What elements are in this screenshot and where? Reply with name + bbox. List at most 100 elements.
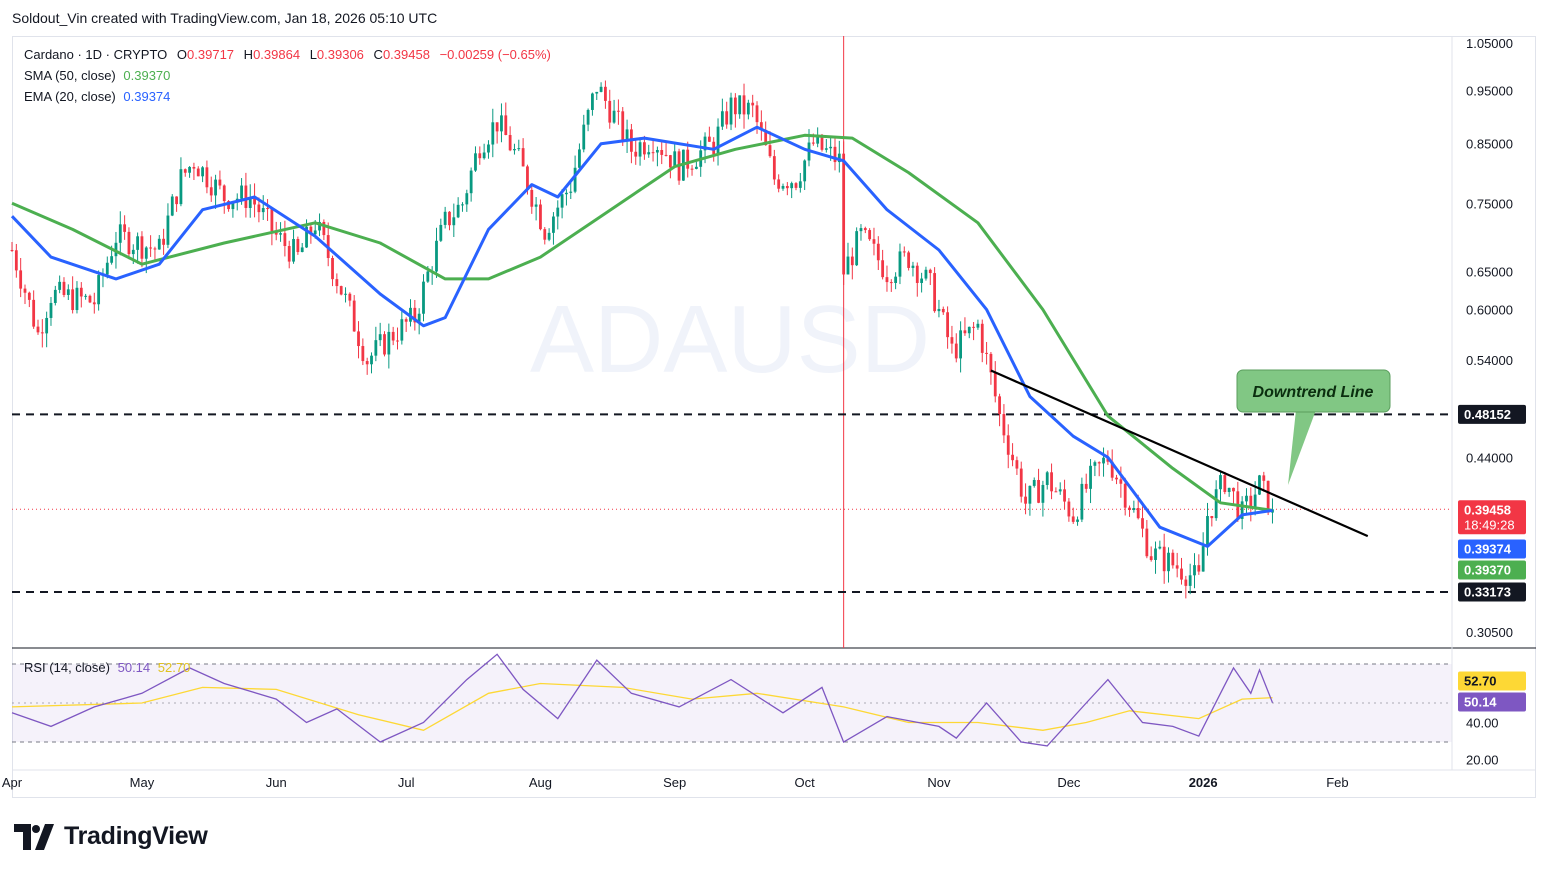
candle-body: [391, 331, 395, 341]
tradingview-logo[interactable]: TradingView: [14, 822, 208, 851]
candle-body: [777, 179, 781, 189]
candle-body: [612, 110, 616, 123]
candle-body: [45, 317, 49, 334]
open-label: O: [176, 47, 188, 62]
rsi-legend[interactable]: RSI (14, close) 50.14 52.70: [24, 660, 190, 675]
candle-body: [946, 312, 950, 338]
candle-body: [703, 136, 707, 151]
candle-body: [1232, 487, 1235, 492]
candle-body: [253, 197, 256, 205]
price-tick-0: 1.05000: [1466, 36, 1513, 51]
candle-body: [1223, 475, 1227, 492]
candle-body: [1258, 475, 1261, 495]
candle-body: [1149, 556, 1153, 560]
downtrend-line: [990, 369, 1369, 538]
candle-body: [911, 265, 915, 268]
candle-body: [296, 238, 300, 253]
ema-legend[interactable]: EMA (20, close) 0.39374: [24, 86, 170, 107]
sma-axis-label-bg: [1458, 560, 1526, 580]
candle-body: [1071, 516, 1075, 522]
candle-body: [500, 115, 503, 132]
sma-axis-label-text-0: 0.39370: [1464, 563, 1511, 578]
candle-body: [772, 156, 776, 180]
candle-body: [144, 247, 148, 259]
candle-body: [790, 183, 794, 189]
rsi-value: 50.14: [117, 660, 151, 675]
candle-body: [842, 153, 846, 275]
candle-body: [71, 289, 75, 311]
candle-body: [192, 166, 196, 169]
candle-body: [833, 146, 837, 163]
candle-body: [1123, 483, 1127, 508]
candle-body: [331, 258, 334, 280]
candle-body: [894, 276, 898, 283]
candle-body: [448, 211, 451, 226]
candle-body: [578, 149, 581, 168]
candle-body: [1249, 495, 1253, 507]
candle-body: [1080, 483, 1084, 520]
candle-body: [361, 346, 365, 362]
candle-body: [759, 122, 763, 130]
candle-body: [370, 355, 373, 365]
rsi-ma-line: [11, 682, 1273, 731]
candle-body: [1028, 485, 1032, 504]
time-tick-1: May: [130, 775, 155, 790]
candle-body: [586, 109, 590, 125]
candle-body: [495, 122, 499, 132]
candle-body: [469, 170, 473, 194]
ema-axis-label-text-0: 0.39374: [1464, 542, 1512, 557]
candle-body: [829, 146, 833, 149]
candle-body: [452, 217, 456, 226]
candle-body: [1054, 491, 1058, 493]
candle-body: [491, 122, 495, 145]
candle-body: [279, 233, 282, 235]
candle-body: [1201, 546, 1205, 572]
symbol-legend: Cardano · 1D · CRYPTO O0.39717 H0.39864 …: [24, 44, 551, 65]
candle-body: [1167, 552, 1170, 572]
close-value: 0.39458: [382, 47, 430, 62]
candle-body: [478, 153, 482, 159]
candle-body: [1097, 462, 1101, 464]
candle-body: [136, 236, 140, 250]
candle-body: [105, 262, 109, 275]
candle-body: [881, 260, 885, 278]
candle-body: [539, 204, 542, 230]
candle-body: [287, 246, 291, 262]
candle-body: [49, 302, 53, 318]
last-price-label-text-1: 18:49:28: [1464, 517, 1515, 532]
rsi-tick-1: 20.00: [1466, 753, 1499, 768]
candle-body: [642, 142, 646, 155]
candle-body: [1193, 565, 1196, 576]
candle-body: [625, 129, 629, 141]
candle-body: [928, 269, 932, 274]
candle-body: [97, 275, 101, 305]
candle-body: [504, 115, 508, 135]
candle-body: [907, 252, 911, 268]
candle-body: [378, 334, 382, 341]
annotation-pointer: [1288, 410, 1316, 485]
candle-body: [322, 221, 326, 236]
candle-body: [1076, 519, 1079, 522]
candle-body: [339, 286, 343, 295]
price-tick-6: 0.54000: [1466, 353, 1513, 368]
candle-body: [608, 100, 612, 123]
candle-body: [1154, 548, 1157, 560]
candle-body: [755, 105, 759, 123]
sma-legend[interactable]: SMA (50, close) 0.39370: [24, 65, 170, 86]
candle-body: [118, 224, 122, 243]
candle-body: [781, 185, 785, 189]
candle-body: [617, 110, 620, 112]
candle-body: [344, 293, 347, 295]
candle-body: [1006, 435, 1010, 455]
candle-body: [32, 299, 36, 327]
candle-body: [1067, 501, 1071, 517]
candle-body: [110, 256, 114, 263]
time-tick-10: Feb: [1326, 775, 1348, 790]
candle-body: [318, 221, 321, 231]
candle-body: [157, 238, 161, 250]
candle-body: [396, 340, 399, 342]
candle-body: [1197, 565, 1201, 572]
candle-body: [261, 208, 265, 213]
candle-body: [998, 396, 1001, 415]
